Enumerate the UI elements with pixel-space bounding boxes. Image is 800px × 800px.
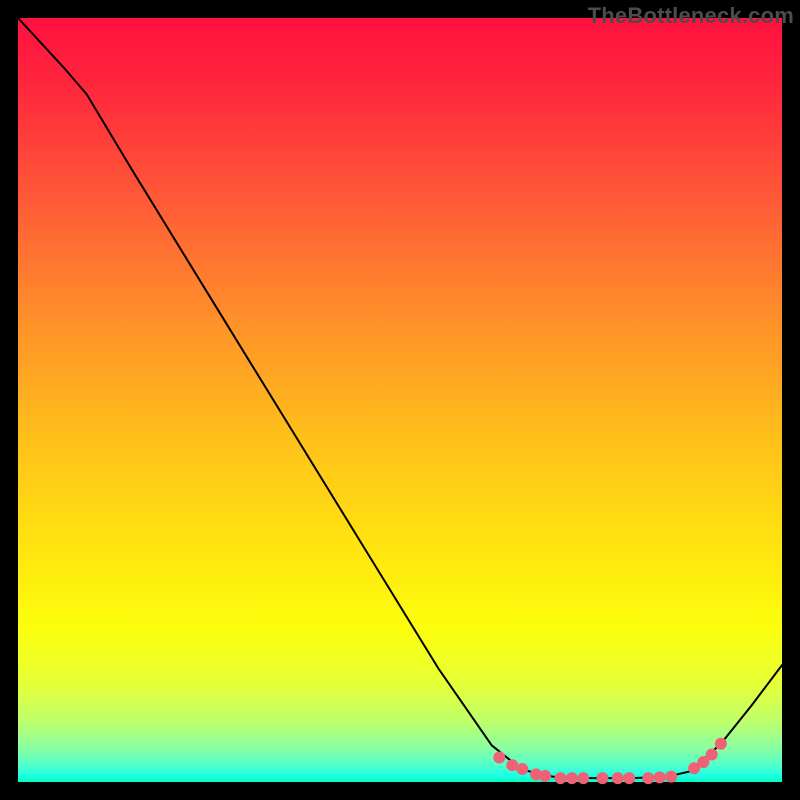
marker-point <box>493 752 505 764</box>
marker-point <box>612 772 624 784</box>
marker-point <box>516 763 528 775</box>
marker-point <box>715 738 727 750</box>
marker-point <box>706 749 718 761</box>
plot-background <box>18 18 782 782</box>
marker-point <box>566 772 578 784</box>
marker-point <box>623 772 635 784</box>
plot-frame <box>0 0 800 800</box>
plot-svg <box>0 0 800 800</box>
marker-point <box>665 771 677 783</box>
marker-point <box>596 772 608 784</box>
watermark-text: TheBottleneck.com <box>588 3 794 29</box>
marker-point <box>642 772 654 784</box>
marker-point <box>554 772 566 784</box>
marker-point <box>577 772 589 784</box>
marker-point <box>654 771 666 783</box>
marker-point <box>539 770 551 782</box>
